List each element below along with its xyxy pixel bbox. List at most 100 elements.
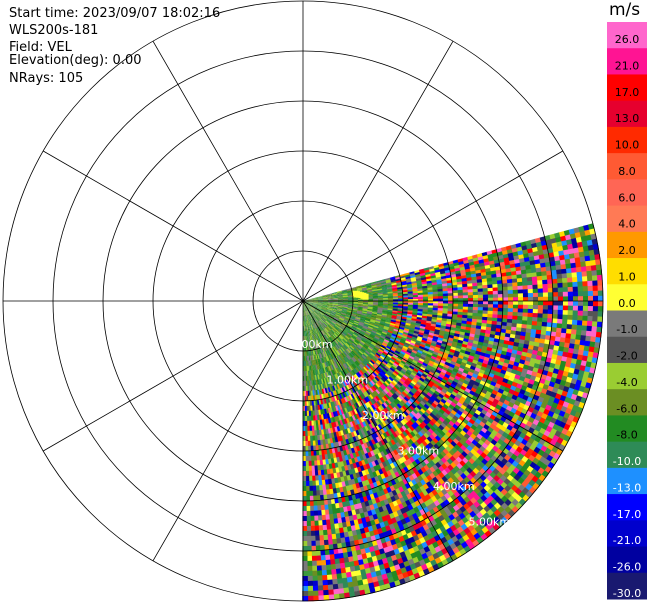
velocity-cell (468, 301, 474, 305)
velocity-cell (597, 290, 604, 297)
velocity-cell (342, 305, 349, 307)
velocity-cell (580, 360, 587, 367)
velocity-cell (472, 404, 479, 411)
velocity-cell (308, 301, 314, 303)
velocity-cell (337, 291, 343, 294)
velocity-cell (533, 296, 539, 302)
velocity-cell (338, 298, 344, 300)
velocity-cell (517, 304, 524, 310)
velocity-cell (400, 321, 406, 325)
velocity-cell (541, 275, 548, 281)
velocity-cell (547, 309, 554, 315)
velocity-cell (352, 307, 358, 309)
velocity-cell (337, 304, 344, 306)
velocity-cell (593, 295, 599, 302)
velocity-cell (451, 316, 458, 321)
velocity-cell (360, 329, 367, 334)
velocity-cell (408, 344, 415, 349)
velocity-cell (432, 286, 438, 290)
velocity-cell (361, 286, 367, 289)
velocity-cell (425, 341, 432, 346)
velocity-cell (312, 298, 319, 300)
velocity-cell (492, 398, 500, 405)
velocity-cell (342, 303, 349, 305)
velocity-cell (437, 364, 444, 370)
velocity-cell (431, 340, 438, 345)
velocity-cell (532, 309, 539, 314)
velocity-cell (352, 298, 359, 300)
velocity-cell (402, 297, 409, 300)
velocity-cell (386, 312, 393, 316)
velocity-cell (472, 312, 478, 317)
velocity-cell (437, 288, 443, 292)
velocity-cell (496, 321, 503, 326)
velocity-cell (312, 304, 318, 307)
velocity-cell (357, 309, 363, 312)
velocity-cell (562, 282, 568, 289)
velocity-cell (539, 334, 546, 340)
velocity-cell (451, 319, 458, 323)
velocity-cell (438, 362, 445, 367)
velocity-cell (517, 316, 523, 321)
velocity-cell (462, 289, 469, 293)
velocity-cell (345, 314, 352, 317)
velocity-cell (410, 340, 416, 345)
velocity-cell (563, 347, 570, 354)
velocity-cell (369, 321, 375, 325)
velocity-cell (485, 390, 492, 397)
velocity-cell (351, 310, 358, 313)
velocity-cell (382, 302, 389, 305)
velocity-cell (417, 303, 424, 306)
velocity-cell (555, 264, 562, 271)
velocity-cell (316, 306, 322, 309)
velocity-cell (404, 324, 411, 328)
velocity-cell (325, 310, 331, 314)
velocity-cell (486, 323, 492, 328)
velocity-cell (364, 320, 371, 323)
velocity-cell (442, 283, 448, 287)
velocity-cell (367, 288, 373, 291)
velocity-cell (316, 308, 321, 311)
velocity-cell (572, 247, 580, 254)
velocity-cell (433, 362, 440, 368)
velocity-cell (476, 319, 483, 324)
velocity-cell (327, 302, 334, 304)
velocity-cell (577, 246, 585, 254)
velocity-cell (342, 305, 348, 308)
velocity-cell (491, 411, 499, 418)
velocity-cell (327, 307, 333, 309)
velocity-cell (362, 310, 368, 313)
velocity-cell (485, 268, 491, 273)
velocity-cell (492, 310, 498, 316)
velocity-cell (386, 282, 392, 285)
velocity-cell (327, 303, 334, 305)
velocity-cell (307, 302, 313, 305)
velocity-cell (465, 374, 473, 380)
velocity-cell (415, 340, 422, 345)
velocity-cell (407, 345, 414, 351)
velocity-cell (376, 282, 382, 286)
velocity-cell (571, 237, 578, 245)
velocity-cell (360, 317, 366, 321)
velocity-cell (549, 261, 556, 267)
velocity-cell (389, 325, 395, 330)
velocity-cell (543, 343, 550, 350)
velocity-cell (567, 301, 574, 307)
velocity-cell (362, 309, 368, 312)
velocity-cell (398, 354, 404, 359)
velocity-cell (353, 322, 359, 326)
velocity-cell (596, 274, 603, 282)
velocity-cell (376, 314, 383, 317)
velocity-cell (502, 293, 509, 298)
velocity-cell (321, 307, 328, 310)
velocity-cell (352, 308, 358, 311)
velocity-cell (322, 303, 329, 305)
velocity-cell (415, 353, 422, 359)
velocity-cell (483, 297, 489, 302)
velocity-cell (590, 259, 597, 267)
velocity-cell (535, 267, 542, 273)
velocity-cell (333, 316, 339, 320)
velocity-cell (368, 323, 375, 327)
velocity-cell (545, 357, 552, 364)
velocity-cell (529, 260, 536, 266)
